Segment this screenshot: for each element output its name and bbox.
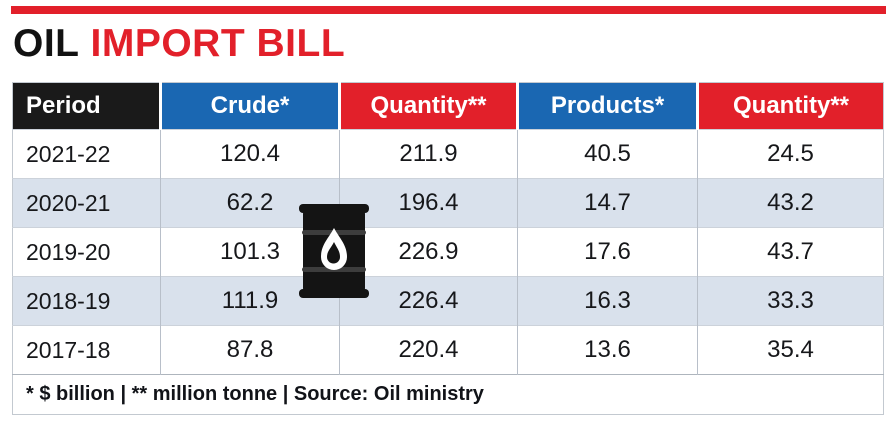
table-row: 2020-21 62.2 196.4 14.7 43.2 xyxy=(12,178,884,228)
title-prefix: OIL xyxy=(13,22,80,65)
col-header-period: Period xyxy=(12,82,161,130)
oil-barrel-icon xyxy=(297,202,371,300)
cell-quantity-2: 43.7 xyxy=(697,227,884,277)
page-title: OIL IMPORT BILL xyxy=(13,24,345,63)
cell-period: 2017-18 xyxy=(12,325,161,375)
cell-crude: 87.8 xyxy=(160,325,340,375)
cell-quantity-2: 24.5 xyxy=(697,129,884,179)
cell-quantity-1: 211.9 xyxy=(339,129,518,179)
table-row: 2019-20 101.3 226.9 17.6 43.7 xyxy=(12,227,884,277)
cell-products: 40.5 xyxy=(517,129,698,179)
header-row: Period Crude* Quantity** Products* Quant… xyxy=(12,82,884,130)
cell-products: 13.6 xyxy=(517,325,698,375)
table-row: 2017-18 87.8 220.4 13.6 35.4 xyxy=(12,325,884,375)
title-rest: IMPORT BILL xyxy=(90,22,346,65)
cell-quantity-2: 33.3 xyxy=(697,276,884,326)
table-row: 2018-19 111.9 226.4 16.3 33.3 xyxy=(12,276,884,326)
col-header-products: Products* xyxy=(516,82,698,130)
cell-quantity-1: 196.4 xyxy=(339,178,518,228)
cell-quantity-1: 220.4 xyxy=(339,325,518,375)
col-header-quantity-2: Quantity** xyxy=(696,82,884,130)
cell-products: 17.6 xyxy=(517,227,698,277)
cell-quantity-1: 226.4 xyxy=(339,276,518,326)
oil-import-table: Period Crude* Quantity** Products* Quant… xyxy=(12,82,884,415)
cell-period: 2020-21 xyxy=(12,178,161,228)
cell-crude: 120.4 xyxy=(160,129,340,179)
col-header-crude: Crude* xyxy=(159,82,340,130)
cell-quantity-2: 43.2 xyxy=(697,178,884,228)
col-header-quantity-1: Quantity** xyxy=(338,82,518,130)
cell-products: 16.3 xyxy=(517,276,698,326)
cell-products: 14.7 xyxy=(517,178,698,228)
cell-period: 2018-19 xyxy=(12,276,161,326)
cell-period: 2019-20 xyxy=(12,227,161,277)
table-row: 2021-22 120.4 211.9 40.5 24.5 xyxy=(12,129,884,179)
top-accent-bar xyxy=(11,6,886,14)
footnote: * $ billion | ** million tonne | Source:… xyxy=(12,374,884,415)
cell-quantity-2: 35.4 xyxy=(697,325,884,375)
footnote-row: * $ billion | ** million tonne | Source:… xyxy=(12,374,884,415)
cell-quantity-1: 226.9 xyxy=(339,227,518,277)
cell-period: 2021-22 xyxy=(12,129,161,179)
